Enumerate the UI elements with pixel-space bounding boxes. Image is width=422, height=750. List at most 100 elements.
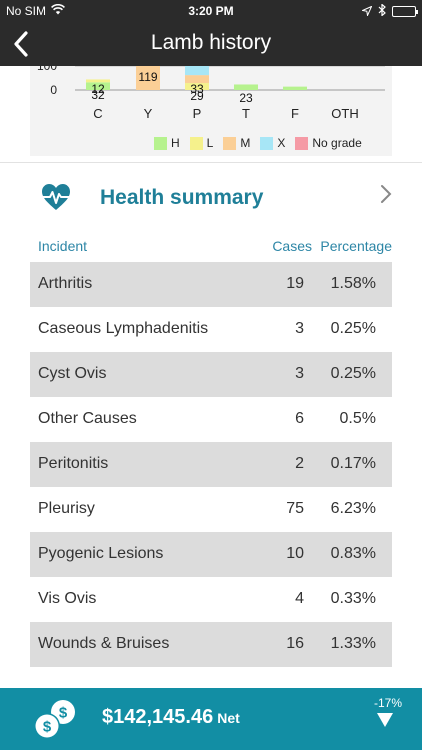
legend-item: M — [223, 136, 250, 150]
svg-text:$: $ — [43, 719, 52, 736]
legend-swatch — [295, 136, 309, 150]
table-row[interactable]: Pleurisy 75 6.23% — [30, 487, 392, 532]
net-value: $142,145.46 — [102, 706, 214, 728]
net-footer[interactable]: $ $ $142,145.46 Net -17% — [0, 688, 422, 750]
legend-swatch — [154, 136, 167, 150]
bar-value-label: 32 — [91, 88, 105, 102]
incident-cases: 4 — [295, 590, 304, 607]
incident-name: Wounds & Bruises — [38, 635, 170, 652]
coins-icon: $ $ — [32, 698, 82, 747]
incident-table: Arthritis 19 1.58% Caseous Lymphadenitis… — [30, 262, 392, 667]
legend-item: H — [154, 136, 180, 150]
bar-segment-t — [234, 84, 258, 90]
x-tick-label: P — [193, 106, 202, 121]
table-row[interactable]: Wounds & Bruises 16 1.33% — [30, 622, 392, 667]
column-cases: Cases — [272, 238, 312, 254]
legend-item: X — [260, 136, 285, 150]
chart-legend: H L M X No grade — [154, 136, 362, 150]
status-right — [360, 3, 418, 19]
incident-percentage: 0.25% — [330, 320, 376, 337]
heartbeat-icon — [40, 182, 72, 217]
incident-percentage: 6.23% — [330, 500, 376, 517]
incident-percentage: 0.83% — [330, 545, 376, 562]
incident-name: Peritonitis — [38, 455, 109, 472]
x-tick-label: C — [93, 106, 102, 121]
incident-percentage: 0.17% — [330, 455, 376, 472]
navigation-bar: Lamb history — [0, 22, 422, 66]
incident-cases: 10 — [286, 545, 304, 562]
svg-text:$: $ — [59, 705, 68, 722]
net-delta: -17% — [373, 696, 402, 710]
net-amount: $142,145.46 Net — [102, 706, 240, 729]
x-tick-label: OTH — [331, 106, 358, 121]
table-row[interactable]: Pyogenic Lesions 10 0.83% — [30, 532, 392, 577]
legend-swatch — [260, 136, 274, 150]
incident-name: Vis Ovis — [38, 590, 97, 607]
legend-label: X — [277, 136, 286, 150]
legend-swatch — [189, 136, 203, 150]
legend-label: M — [240, 136, 251, 150]
bar-value-label: 29 — [190, 89, 204, 103]
table-row[interactable]: Peritonitis 2 0.17% — [30, 442, 392, 487]
bar-segment-f — [283, 86, 307, 90]
grade-chart: 100 0 C Y P T F OTH 12 32 119 33 29 23 H L M X No grade — [30, 66, 392, 156]
bar-segment-p — [185, 75, 209, 84]
legend-label: H — [171, 136, 180, 150]
incident-percentage: 0.25% — [330, 365, 376, 382]
incident-cases: 19 — [286, 275, 304, 292]
carrier-label: No SIM — [6, 4, 47, 18]
x-tick-label: T — [242, 106, 250, 121]
legend-item: L — [189, 136, 214, 150]
bluetooth-icon — [378, 3, 386, 19]
back-button[interactable] — [8, 28, 38, 60]
bar-segment-p — [185, 83, 209, 90]
incident-name: Cyst Ovis — [38, 365, 107, 382]
incident-name: Pleurisy — [38, 500, 95, 517]
health-summary-title: Health summary — [100, 186, 264, 209]
incident-cases: 3 — [295, 320, 304, 337]
status-left: No SIM — [6, 3, 65, 18]
x-tick-label: Y — [144, 106, 153, 121]
bar-value-label: 119 — [138, 70, 157, 84]
net-label: Net — [217, 710, 240, 726]
incident-percentage: 1.58% — [330, 275, 376, 292]
legend-item: No grade — [295, 136, 362, 150]
incident-name: Caseous Lymphadenitis — [38, 320, 209, 337]
bar-value-label: 33 — [190, 82, 204, 96]
table-row[interactable]: Other Causes 6 0.5% — [30, 397, 392, 442]
table-header: Incident Cases Percentage — [30, 238, 392, 258]
incident-percentage: 0.33% — [330, 590, 376, 607]
incident-name: Other Causes — [38, 410, 137, 427]
incident-cases: 75 — [286, 500, 304, 517]
legend-label: L — [206, 136, 214, 150]
wifi-icon — [51, 3, 65, 18]
incident-percentage: 0.5% — [339, 410, 376, 427]
y-tick-label: 0 — [50, 83, 57, 97]
column-percentage: Percentage — [320, 238, 392, 254]
health-summary-header[interactable]: Health summary — [30, 176, 392, 220]
y-tick-label: 100 — [37, 66, 57, 73]
incident-cases: 16 — [286, 635, 304, 652]
bar-segment-p — [185, 66, 209, 76]
incident-cases: 6 — [295, 410, 304, 427]
bar-segment-c — [86, 82, 110, 90]
bar-segment-c — [86, 79, 110, 83]
status-time: 3:20 PM — [188, 4, 234, 18]
table-row[interactable]: Cyst Ovis 3 0.25% — [30, 352, 392, 397]
table-row[interactable]: Vis Ovis 4 0.33% — [30, 577, 392, 622]
incident-name: Pyogenic Lesions — [38, 545, 164, 562]
battery-icon — [392, 6, 418, 17]
table-row[interactable]: Arthritis 19 1.58% — [30, 262, 392, 307]
status-bar: No SIM 3:20 PM — [0, 0, 422, 22]
x-tick-label: F — [291, 106, 299, 121]
bar-value-label: 12 — [91, 82, 105, 96]
chevron-left-icon — [14, 31, 28, 57]
incident-cases: 2 — [295, 455, 304, 472]
bar-segment-y — [136, 66, 160, 90]
location-icon — [360, 5, 373, 19]
bar-value-label: 23 — [239, 91, 253, 105]
triangle-down-icon — [376, 712, 394, 733]
incident-percentage: 1.33% — [330, 635, 376, 652]
table-row[interactable]: Caseous Lymphadenitis 3 0.25% — [30, 307, 392, 352]
